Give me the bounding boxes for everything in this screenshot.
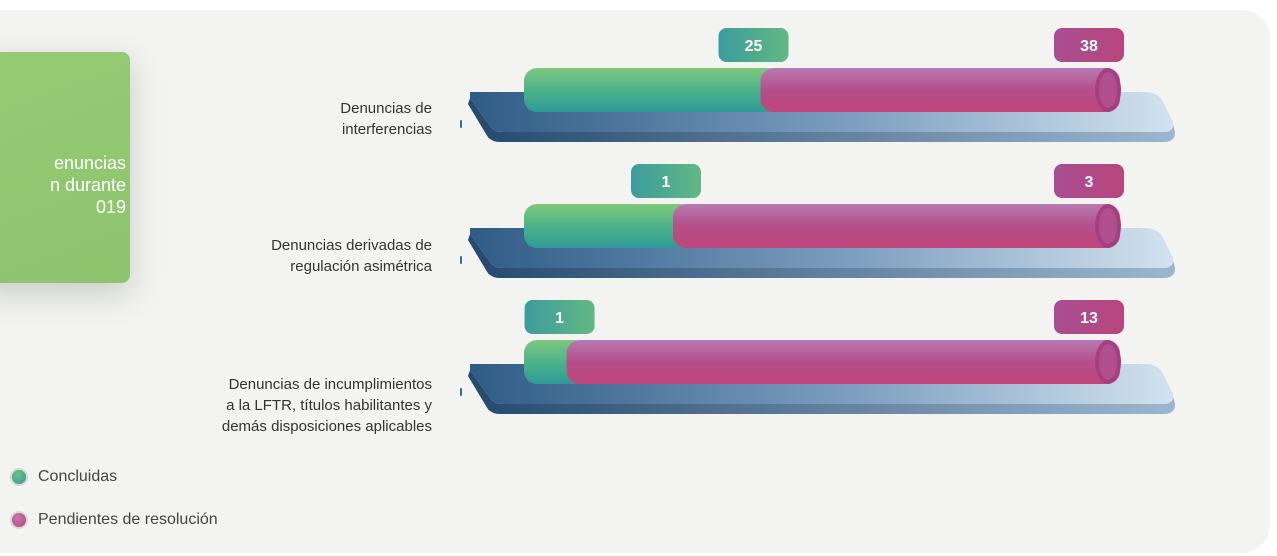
bar-segment-concluidas xyxy=(524,204,693,248)
bar-row: 25 38 xyxy=(468,28,1175,142)
value-label-concluidas: 1 xyxy=(555,310,564,327)
info-card-text: enuncias n durante 019 xyxy=(49,153,126,217)
category-label-1: Denuncias derivadas de regulación asimét… xyxy=(92,235,432,277)
legend-label: Pendientes de resolución xyxy=(38,511,218,528)
axis-tick xyxy=(460,256,462,264)
bar-segment-pendientes xyxy=(566,340,1120,384)
bar-row: 1 13 xyxy=(468,300,1175,414)
value-label-bg-concluidas xyxy=(718,28,789,62)
category-label-line: Denuncias de incumplimientos xyxy=(228,376,432,393)
value-label-bg-concluidas xyxy=(524,300,595,334)
category-label-line: demás disposiciones aplicables xyxy=(221,418,432,435)
axis-tick xyxy=(460,388,462,396)
info-card: enuncias n durante 019 xyxy=(0,52,130,283)
bar-segment-concluidas xyxy=(524,68,781,112)
value-label-bg-pendientes xyxy=(1054,28,1124,62)
bar-segment-pendientes xyxy=(760,68,1120,112)
axis-tick xyxy=(460,120,462,128)
category-label-0: Denuncias de interferencias xyxy=(92,98,432,140)
value-label-bg-pendientes xyxy=(1054,300,1124,334)
value-label-bg-pendientes xyxy=(1054,164,1124,198)
bar-platform-edge xyxy=(468,370,1175,414)
bar-end-cap-highlight xyxy=(1099,72,1117,108)
category-label-line: Denuncias derivadas de xyxy=(271,237,432,254)
value-label-pendientes: 38 xyxy=(1080,38,1098,55)
category-label-line: Denuncias de xyxy=(340,100,432,117)
bar-end-cap-highlight xyxy=(1099,208,1117,244)
value-label-pendientes: 13 xyxy=(1080,310,1098,327)
value-label-concluidas: 1 xyxy=(662,174,671,191)
bar-platform-edge xyxy=(468,234,1175,278)
category-label-line: a la LFTR, títulos habilitantes y xyxy=(226,397,432,414)
legend-swatch-concluidas xyxy=(10,468,28,486)
value-label-concluidas: 25 xyxy=(745,38,763,55)
value-label-bg-concluidas xyxy=(631,164,701,198)
category-label-line: regulación asimétrica xyxy=(290,258,432,275)
category-label-line: interferencias xyxy=(341,121,432,138)
bar-platform-edge xyxy=(468,98,1175,142)
bar-end-cap-highlight xyxy=(1099,344,1117,380)
legend-item-pendientes: Pendientes de resolución xyxy=(10,511,218,529)
bar-segment-pendientes xyxy=(673,204,1120,248)
legend-swatch-pendientes xyxy=(10,511,28,529)
legend-item-concluidas: Concluidas xyxy=(10,468,117,486)
category-label-2: Denuncias de incumplimientos a la LFTR, … xyxy=(92,374,432,437)
legend-label: Concluidas xyxy=(38,468,118,485)
value-label-pendientes: 3 xyxy=(1085,174,1094,191)
